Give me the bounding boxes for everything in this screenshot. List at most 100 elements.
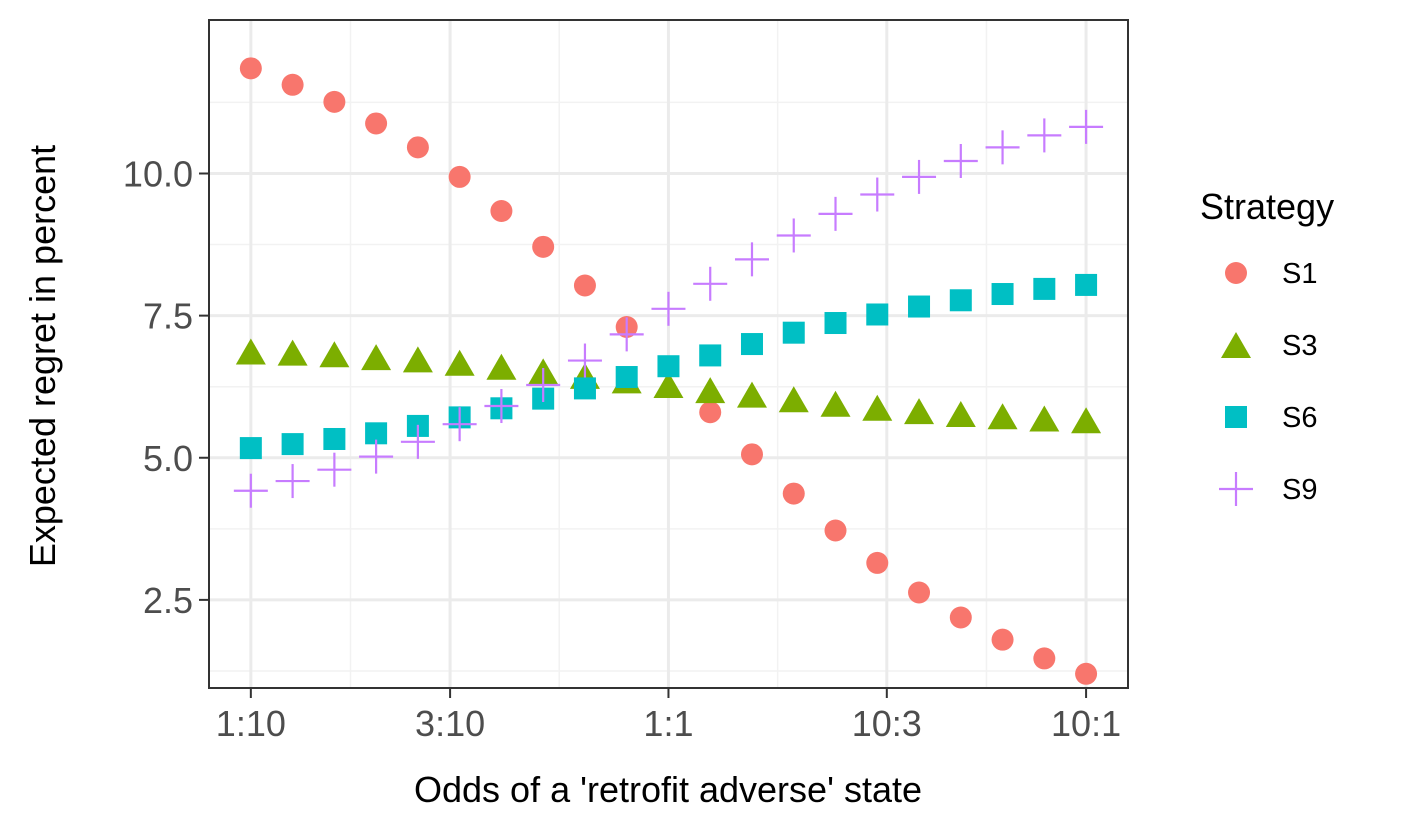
point-s1 <box>448 165 471 188</box>
point-s1 <box>490 200 513 223</box>
point-s6 <box>573 377 596 400</box>
point-s6 <box>991 283 1014 306</box>
point-s9 <box>359 439 394 474</box>
point-s1 <box>699 401 722 424</box>
x-tick-label: 1:1 <box>643 703 693 744</box>
point-s3 <box>361 344 392 371</box>
point-s1 <box>991 628 1014 651</box>
point-s1 <box>782 482 805 505</box>
legend-item-s9: S9 <box>1219 472 1317 506</box>
point-s3 <box>319 341 350 368</box>
y-tick-label: 5.0 <box>143 438 193 479</box>
point-s6 <box>908 295 931 318</box>
point-s9 <box>860 177 895 212</box>
legend-item-s1: S1 <box>1225 258 1317 290</box>
legend-item-s3: S3 <box>1221 330 1317 362</box>
point-s3 <box>862 394 893 421</box>
y-tick-label: 10.0 <box>123 153 193 194</box>
point-s9 <box>1069 109 1104 144</box>
y-tick-label: 2.5 <box>143 580 193 621</box>
legend-label: S1 <box>1282 258 1317 290</box>
x-tick-label: 10:1 <box>1051 703 1121 744</box>
point-s6 <box>949 289 972 312</box>
point-s3 <box>904 398 935 425</box>
point-s3 <box>1029 405 1060 432</box>
point-s1 <box>532 235 555 258</box>
legend-key-s6 <box>1225 406 1247 428</box>
legend-label: S6 <box>1282 402 1317 434</box>
point-s1 <box>323 90 346 113</box>
point-s1 <box>573 274 596 297</box>
point-s6 <box>323 427 346 450</box>
y-axis-title: Expected regret in percent <box>22 145 63 567</box>
point-s3 <box>402 346 433 373</box>
point-s9 <box>943 143 978 178</box>
point-s6 <box>1075 273 1098 296</box>
legend-key-s3 <box>1221 332 1251 358</box>
point-s6 <box>281 433 304 456</box>
legend-label: S9 <box>1282 474 1317 506</box>
point-s6 <box>365 422 388 445</box>
point-s9 <box>902 159 937 194</box>
point-s9 <box>776 218 811 253</box>
point-s1 <box>740 443 763 466</box>
point-s9 <box>567 343 602 378</box>
point-s1 <box>281 73 304 96</box>
point-s9 <box>233 473 268 508</box>
y-tick-label: 7.5 <box>143 296 193 337</box>
point-s9 <box>275 464 310 499</box>
point-s6 <box>657 355 680 378</box>
legend-key-s1 <box>1225 262 1247 284</box>
point-s1 <box>239 57 262 80</box>
legend-label: S3 <box>1282 330 1317 362</box>
point-s3 <box>987 403 1018 430</box>
point-s3 <box>1071 407 1102 434</box>
point-s3 <box>277 339 308 366</box>
legend-item-s6: S6 <box>1225 402 1317 434</box>
point-s9 <box>526 367 561 402</box>
point-s6 <box>740 333 763 356</box>
x-axis-title: Odds of a 'retrofit adverse' state <box>414 769 922 810</box>
series-s9 <box>233 109 1104 508</box>
point-s9 <box>651 291 686 326</box>
x-tick-label: 3:10 <box>415 703 485 744</box>
point-s6 <box>866 303 889 326</box>
point-s6 <box>782 321 805 344</box>
point-s1 <box>949 606 972 629</box>
point-s9 <box>442 407 477 442</box>
point-s3 <box>486 353 517 380</box>
legend-title: Strategy <box>1200 186 1334 227</box>
point-s3 <box>695 377 726 404</box>
point-s3 <box>444 349 475 376</box>
point-s6 <box>615 366 638 389</box>
point-s3 <box>736 381 767 408</box>
point-s9 <box>693 266 728 301</box>
point-s1 <box>1075 662 1098 685</box>
point-s6 <box>1033 277 1056 300</box>
point-s1 <box>365 112 388 135</box>
legend: Strategy S1 S3 S6 S9 <box>1200 186 1334 506</box>
series-s1 <box>239 57 1098 685</box>
point-s1 <box>406 136 429 159</box>
x-axis: 1:10 3:10 1:1 10:3 10:1 <box>216 688 1121 744</box>
point-s9 <box>985 130 1020 165</box>
point-s3 <box>653 371 684 398</box>
point-s9 <box>317 452 352 487</box>
point-s1 <box>824 519 847 542</box>
point-s9 <box>734 242 769 277</box>
point-s9 <box>400 424 435 459</box>
point-s3 <box>778 386 809 413</box>
point-s9 <box>1027 118 1062 153</box>
x-tick-label: 10:3 <box>852 703 922 744</box>
point-s9 <box>484 389 519 424</box>
point-s6 <box>239 437 262 460</box>
x-tick-label: 1:10 <box>216 703 286 744</box>
point-s9 <box>609 317 644 352</box>
point-s1 <box>908 581 931 604</box>
point-s3 <box>945 400 976 427</box>
data-points <box>233 57 1104 685</box>
point-s9 <box>818 196 853 231</box>
y-axis: 2.5 5.0 7.5 10.0 <box>123 153 209 621</box>
point-s3 <box>235 338 266 365</box>
